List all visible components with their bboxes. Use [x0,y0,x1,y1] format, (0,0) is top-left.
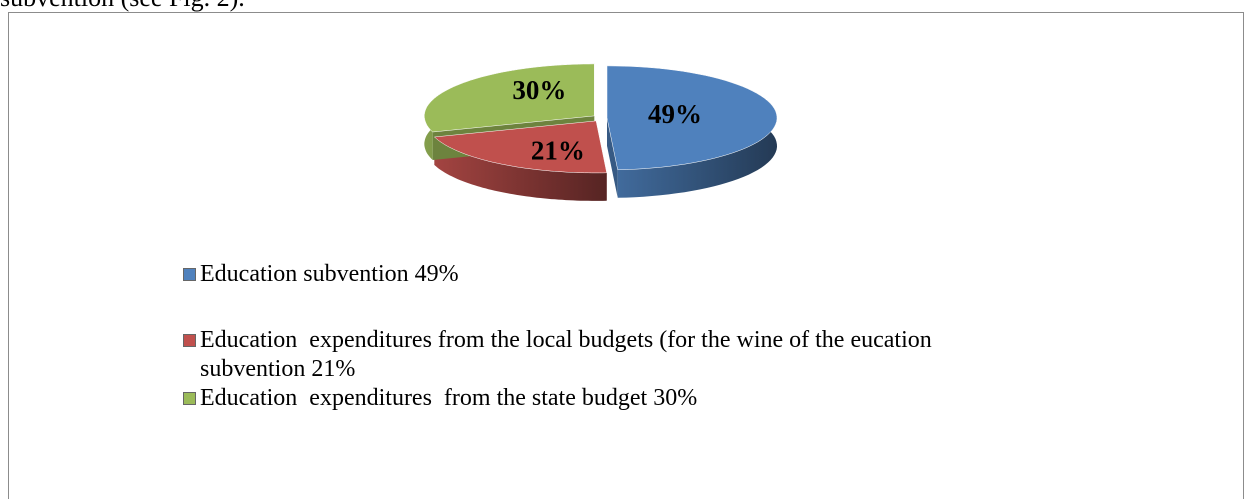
legend-item: Education subvention 49% [183,260,1003,289]
slice [424,63,595,133]
legend-item: Education expenditures from the state bu… [183,384,1003,413]
data-label: 21% [531,135,585,165]
data-label: 30% [512,75,566,105]
legend-label: Education subvention 49% [200,261,459,287]
legend-swatch [183,392,196,405]
slice [606,65,778,171]
slice-side [607,117,618,198]
legend-item: Education expenditures from the local bu… [183,326,1003,384]
legend-label: Education expenditures from the state bu… [200,385,698,411]
legend-label: Education expenditures from the local bu… [200,327,938,382]
legend-swatch [183,334,196,347]
chart-frame [8,12,1244,499]
legend-swatch [183,268,196,281]
context-text: subvention (see Fig. 2). [0,0,245,13]
slice-wall [434,137,607,201]
data-label: 49% [648,99,702,129]
legend: Education subvention 49% Education expend… [183,260,1003,413]
slice [433,120,608,174]
